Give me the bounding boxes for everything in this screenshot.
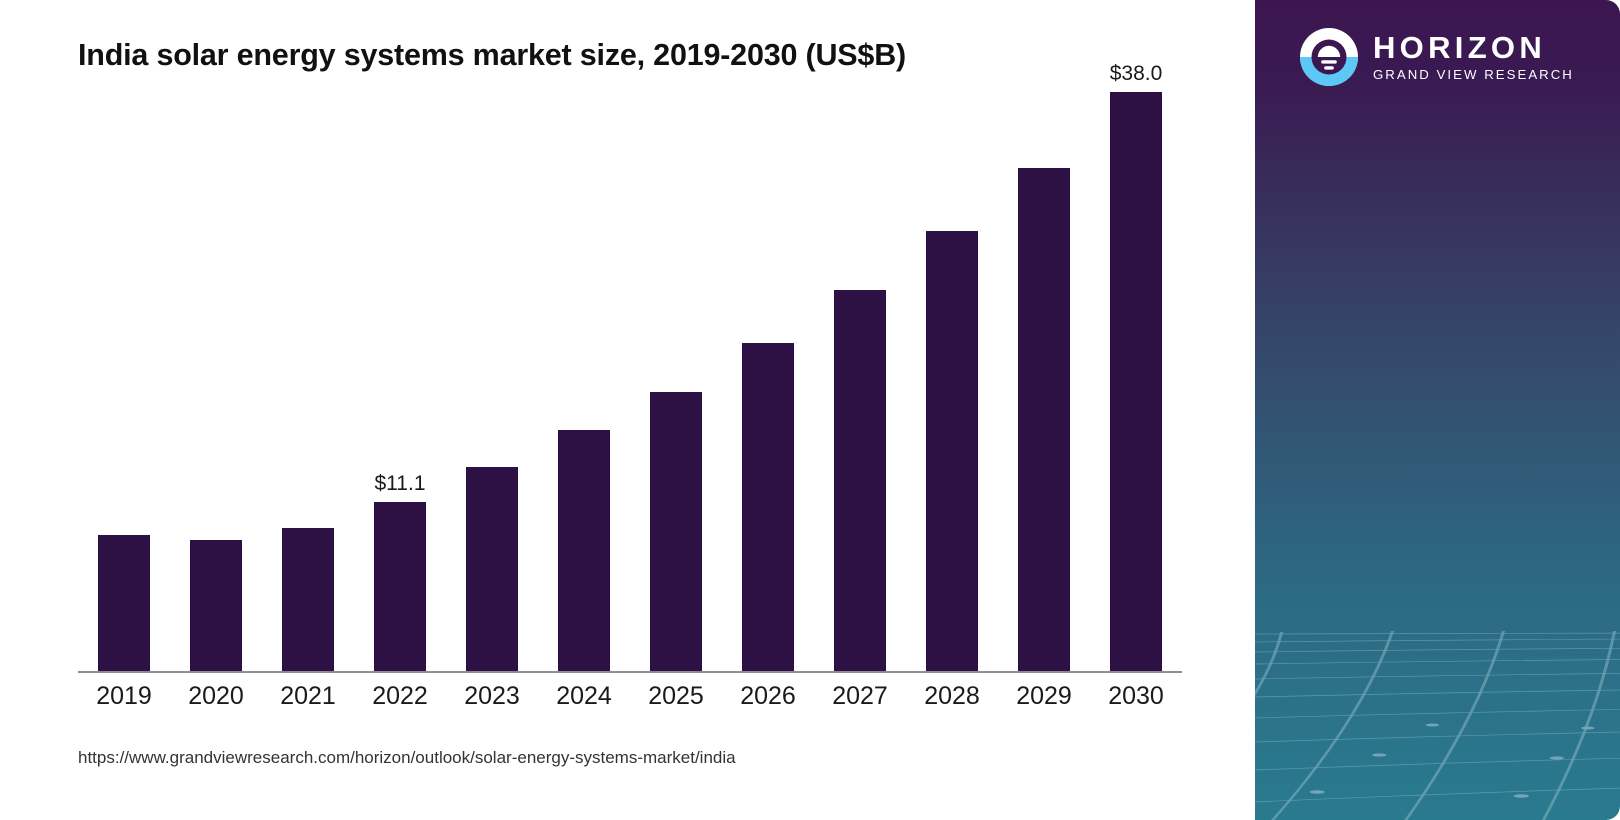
- wireframe-mesh-decoration: [1255, 630, 1620, 820]
- x-axis-label: 2024: [556, 682, 612, 710]
- page-title: India solar energy systems market size, …: [78, 38, 906, 72]
- x-axis-label: 2021: [280, 682, 336, 710]
- bar[interactable]: [742, 343, 794, 671]
- x-axis-label: 2023: [464, 682, 520, 710]
- x-axis-label: 2028: [924, 682, 980, 710]
- x-axis-label: 2025: [648, 682, 704, 710]
- x-axis-label: 2022: [372, 682, 428, 710]
- bar[interactable]: [98, 535, 150, 671]
- brand-tagline: GRAND VIEW RESEARCH: [1373, 67, 1574, 83]
- bar[interactable]: [834, 290, 886, 671]
- bar[interactable]: [1110, 92, 1162, 671]
- brand-logo: HORIZON GRAND VIEW RESEARCH: [1299, 27, 1574, 87]
- cagr-value: 16.6%: [1255, 300, 1620, 366]
- bar[interactable]: [926, 230, 978, 671]
- bar-slot: [722, 92, 814, 671]
- bar-slot: [78, 92, 170, 671]
- bar[interactable]: [374, 501, 426, 671]
- bar[interactable]: [466, 466, 518, 671]
- bar[interactable]: [558, 430, 610, 671]
- chart-card: India solar energy systems market size, …: [78, 38, 1182, 767]
- x-axis-label: 2030: [1108, 682, 1164, 710]
- bar-slot: [998, 92, 1090, 671]
- bar[interactable]: [190, 540, 242, 671]
- cagr-callout: 16.6% India Market CAGR, 2023-2030: [1255, 300, 1620, 480]
- bar-value-label: $11.1: [374, 471, 426, 495]
- brand-wordmark: HORIZON GRAND VIEW RESEARCH: [1373, 32, 1574, 83]
- x-axis-tick-labels: 2019 2020 2021 2022 2023 2024 2025 2026 2027 2028…: [78, 682, 1182, 711]
- bar-slot: [446, 92, 538, 671]
- bar-slot: [262, 92, 354, 671]
- plot-area: $11.1 $38.0: [78, 62, 1182, 673]
- bar-slot: $11.1: [354, 92, 446, 671]
- cagr-caption-line-1: India Market: [1255, 419, 1620, 450]
- bar-value-label: $38.0: [1109, 62, 1163, 85]
- brand-side-panel: HORIZON GRAND VIEW RESEARCH 16.6% India …: [1255, 0, 1620, 820]
- bar-slot: [538, 92, 630, 671]
- bar-slot: [630, 92, 722, 671]
- bar[interactable]: [1018, 168, 1070, 671]
- bar-slot: [814, 92, 906, 671]
- source-url: https://www.grandviewresearch.com/horizo…: [78, 748, 736, 767]
- sunset-circle-icon: [1300, 28, 1358, 86]
- x-axis-label: 2026: [740, 682, 796, 710]
- x-axis-label: 2020: [188, 682, 244, 710]
- bar[interactable]: [282, 527, 334, 671]
- bar[interactable]: [650, 392, 702, 671]
- x-axis-line: [78, 671, 1182, 673]
- bar-slot: $38.0: [1090, 62, 1182, 671]
- x-axis-label: 2027: [832, 682, 888, 710]
- bar-slot: [170, 92, 262, 671]
- cagr-caption-line-2: CAGR, 2023-2030: [1255, 450, 1620, 481]
- bar-series: $11.1 $38.0: [78, 62, 1182, 671]
- brand-name: HORIZON: [1373, 29, 1547, 65]
- bar-slot: [906, 92, 998, 671]
- x-axis-label: 2019: [96, 682, 152, 710]
- x-axis-label: 2029: [1016, 682, 1072, 710]
